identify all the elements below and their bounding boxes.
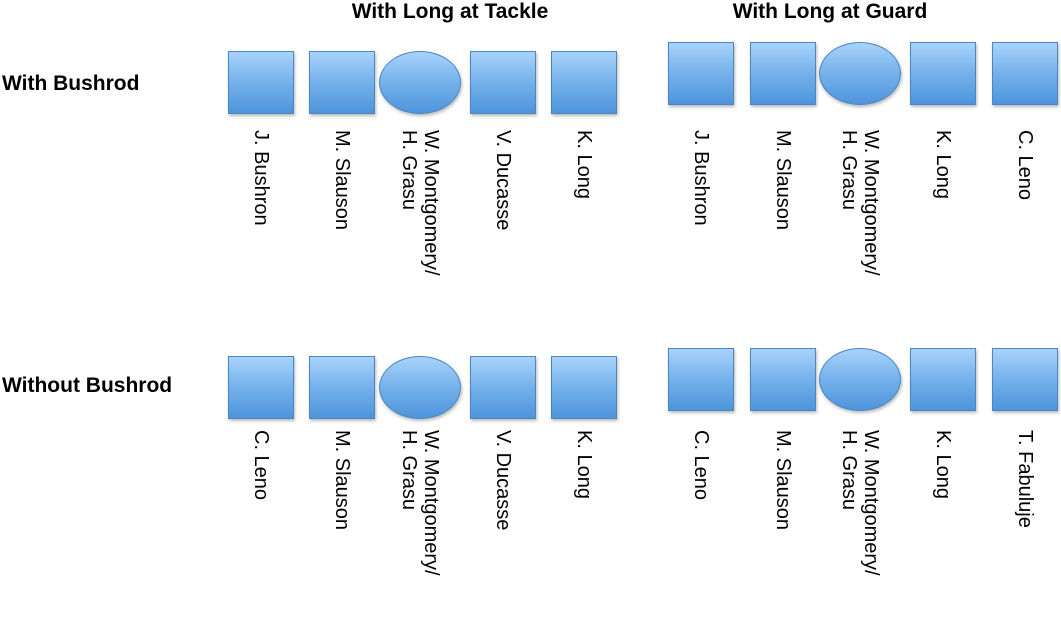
player-label: V. Ducasse [492, 130, 514, 231]
lineman-square [668, 348, 734, 411]
player-label: C. Leno [250, 430, 272, 501]
lineman-square [910, 42, 976, 105]
player-label: K. Long [573, 430, 595, 499]
lineman-square [228, 356, 294, 419]
player-label: C. Leno [1014, 130, 1036, 201]
player-label: M. Slauson [331, 130, 353, 231]
center-oval [379, 356, 461, 419]
player-label: K. Long [573, 130, 595, 199]
row-header-without-bushrod: Without Bushrod [2, 374, 173, 397]
player-label: C. Leno [690, 430, 712, 501]
col-header-tackle: With Long at Tackle [351, 0, 549, 23]
player-label: V. Ducasse [492, 430, 514, 531]
player-label: M. Slauson [772, 130, 794, 231]
player-label: W. Montgomery/ H. Grasu [838, 430, 882, 576]
lineman-square [551, 51, 617, 114]
player-label: K. Long [932, 130, 954, 199]
row-header-with-bushrod: With Bushrod [2, 72, 140, 95]
player-label: M. Slauson [772, 430, 794, 531]
lineman-square [470, 51, 536, 114]
player-label: T. Fabuluje [1014, 430, 1036, 528]
player-label: W. Montgomery/ H. Grasu [838, 130, 882, 276]
center-oval [819, 42, 901, 105]
player-label: M. Slauson [331, 430, 353, 531]
player-label: J. Bushron [690, 130, 712, 226]
lineman-square [750, 42, 816, 105]
player-label: J. Bushron [250, 130, 272, 226]
player-label: W. Montgomery/ H. Grasu [398, 130, 442, 276]
center-oval [379, 51, 461, 114]
center-oval [819, 348, 901, 411]
lineman-square [750, 348, 816, 411]
lineman-square [668, 42, 734, 105]
player-label: W. Montgomery/ H. Grasu [398, 430, 442, 576]
lineman-square [228, 51, 294, 114]
lineman-square [551, 356, 617, 419]
lineman-square [910, 348, 976, 411]
lineman-square [309, 51, 375, 114]
lineman-square [992, 348, 1058, 411]
player-label: K. Long [932, 430, 954, 499]
lineman-square [309, 356, 375, 419]
lineman-square [992, 42, 1058, 105]
col-header-guard: With Long at Guard [732, 0, 928, 23]
lineman-square [470, 356, 536, 419]
